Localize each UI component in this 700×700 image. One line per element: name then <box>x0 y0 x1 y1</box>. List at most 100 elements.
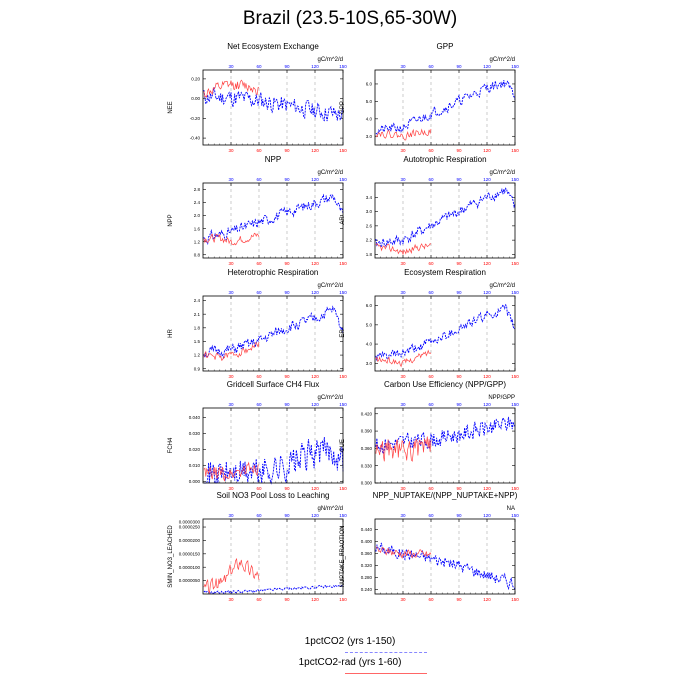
y-axis-label: NPP <box>168 214 174 226</box>
panel-frame <box>202 69 344 146</box>
x-tick-label-top: 60 <box>256 177 262 182</box>
series-1pctCO2-rad-line <box>375 128 432 141</box>
y-tick-label: 0.440 <box>361 527 373 532</box>
panel-frame <box>374 407 516 484</box>
x-tick-label-top: 150 <box>511 402 519 407</box>
series-1pctCO2-line <box>375 80 516 135</box>
y-tick-label: 0.320 <box>361 563 373 568</box>
x-tick-label-bottom: 30 <box>400 374 406 379</box>
x-tick-label-bottom: 120 <box>483 597 491 602</box>
y-axis-label: ER <box>340 329 346 338</box>
x-tick-label-bottom: 90 <box>284 148 290 153</box>
y-tick-label: 2.4 <box>194 298 201 303</box>
legend-line-series2 <box>345 673 427 674</box>
x-tick-label-top: 60 <box>256 402 262 407</box>
x-tick-label-top: 60 <box>428 402 434 407</box>
x-tick-label-top: 30 <box>400 513 406 518</box>
x-tick-label-bottom: 90 <box>456 374 462 379</box>
y-tick-label: 0.360 <box>361 551 373 556</box>
y-tick-label: -0.20 <box>190 116 201 121</box>
x-tick-label-bottom: 120 <box>311 486 319 491</box>
y-tick-label: 1.5 <box>194 339 201 344</box>
x-tick-label-top: 30 <box>228 513 234 518</box>
x-tick-label-top: 120 <box>311 513 319 518</box>
y-tick-label: 0.040 <box>189 415 201 420</box>
x-tick-label-top: 90 <box>284 402 290 407</box>
x-tick-label-bottom: 30 <box>400 486 406 491</box>
x-tick-label-top: 30 <box>400 290 406 295</box>
panel-frame <box>374 182 516 259</box>
panel-units: gC/m^2/d <box>318 57 344 63</box>
panel-units: gC/m^2/d <box>318 395 344 401</box>
x-tick-label-top: 30 <box>228 290 234 295</box>
y-tick-label: 0.0000150 <box>179 551 201 556</box>
x-tick-label-top: 90 <box>456 402 462 407</box>
y-tick-label: 0.0000250 <box>179 525 201 530</box>
y-axis-label: SMIN_NO3_LEACHED <box>168 525 174 588</box>
x-tick-label-top: 150 <box>339 64 347 69</box>
x-tick-label-bottom: 60 <box>256 597 262 602</box>
x-tick-label-bottom: 90 <box>284 261 290 266</box>
series-1pctCO2-rad-line <box>203 557 260 595</box>
x-tick-label-top: 30 <box>400 64 406 69</box>
y-axis-label: NUPTAKE_FRACTION <box>340 526 346 588</box>
x-tick-label-top: 120 <box>483 290 491 295</box>
x-tick-label-top: 120 <box>483 402 491 407</box>
y-tick-label: 3.0 <box>366 361 373 366</box>
y-tick-label: 0.0000300 <box>179 520 201 525</box>
x-tick-label-top: 30 <box>400 177 406 182</box>
panel-units: gN/m^2/d <box>318 506 344 512</box>
panel-frame <box>374 295 516 372</box>
x-tick-label-top: 150 <box>511 64 519 69</box>
x-tick-label-bottom: 30 <box>228 597 234 602</box>
x-tick-label-top: 90 <box>456 177 462 182</box>
y-tick-label: 0.390 <box>361 429 373 434</box>
panel-units: NA <box>507 506 515 512</box>
x-tick-label-bottom: 150 <box>339 374 347 379</box>
x-tick-label-bottom: 150 <box>511 374 519 379</box>
y-tick-label: 0.330 <box>361 463 373 468</box>
x-tick-label-top: 60 <box>256 513 262 518</box>
series-1pctCO2-rad-line <box>203 461 260 482</box>
panel-frame <box>374 69 516 146</box>
x-tick-label-top: 30 <box>228 64 234 69</box>
x-tick-label-top: 90 <box>284 177 290 182</box>
y-tick-label: 0.030 <box>189 431 201 436</box>
y-tick-label: 2.6 <box>366 223 373 228</box>
y-tick-label: 5.0 <box>366 99 373 104</box>
x-tick-label-bottom: 30 <box>400 597 406 602</box>
x-tick-label-top: 150 <box>339 513 347 518</box>
panel-frame <box>202 518 344 595</box>
y-tick-label: 6.0 <box>366 303 373 308</box>
x-tick-label-bottom: 60 <box>428 261 434 266</box>
x-tick-label-top: 150 <box>339 177 347 182</box>
panel-frame <box>202 407 344 484</box>
x-tick-label-top: 120 <box>483 64 491 69</box>
y-tick-label: 0.010 <box>189 463 201 468</box>
x-tick-label-top: 150 <box>511 513 519 518</box>
panel-title: NPP_NUPTAKE/(NPP_NUPTAKE+NPP) <box>373 491 518 500</box>
x-tick-label-bottom: 90 <box>284 374 290 379</box>
y-tick-label: 0.9 <box>194 366 201 371</box>
x-tick-label-top: 120 <box>311 402 319 407</box>
x-tick-label-top: 120 <box>483 513 491 518</box>
x-tick-label-bottom: 120 <box>311 374 319 379</box>
series-1pctCO2-line <box>203 193 344 246</box>
x-tick-label-bottom: 90 <box>456 486 462 491</box>
x-tick-label-bottom: 60 <box>428 597 434 602</box>
x-tick-label-bottom: 30 <box>228 374 234 379</box>
legend-label-series1: 1pctCO2 (yrs 1-150) <box>304 636 396 647</box>
y-tick-label: 4.0 <box>366 342 373 347</box>
y-tick-label: 1.8 <box>194 325 201 330</box>
y-tick-label: 0.20 <box>191 76 200 81</box>
x-tick-label-bottom: 90 <box>284 597 290 602</box>
y-tick-label: 2.4 <box>194 200 201 205</box>
x-tick-label-bottom: 60 <box>256 148 262 153</box>
x-tick-label-bottom: 120 <box>311 597 319 602</box>
x-tick-label-bottom: 30 <box>400 261 406 266</box>
x-tick-label-top: 60 <box>428 64 434 69</box>
x-tick-label-bottom: 150 <box>511 261 519 266</box>
x-tick-label-bottom: 90 <box>456 597 462 602</box>
x-tick-label-top: 120 <box>311 64 319 69</box>
